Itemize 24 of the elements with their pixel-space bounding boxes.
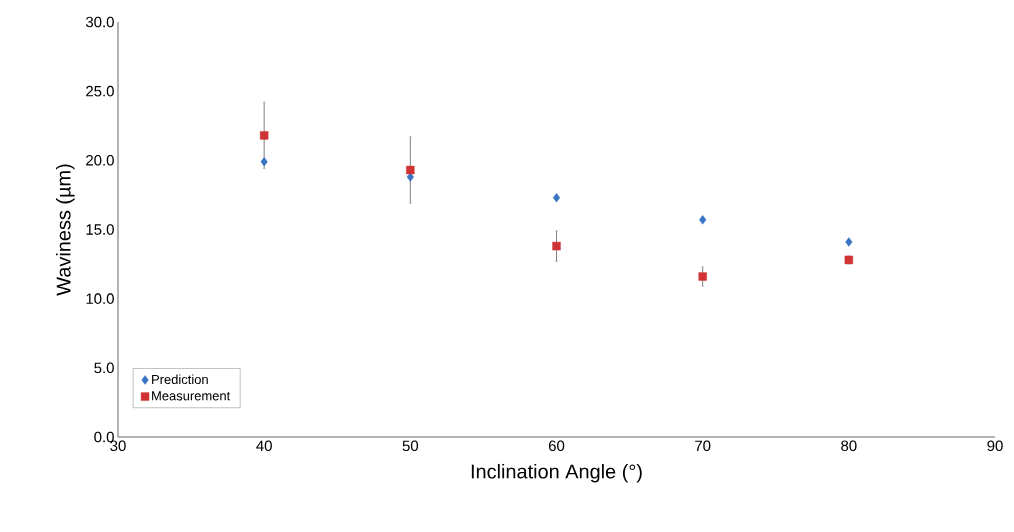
x-tick-label: 70 (695, 440, 711, 452)
y-tick-label: 20.0 (86, 155, 114, 166)
y-tick-label: 30.0 (85, 16, 114, 28)
x-tick-label: 80 (841, 440, 857, 452)
y-tick-label: 10.0 (86, 293, 114, 304)
x-tick-label: 40 (256, 440, 272, 452)
point (260, 157, 268, 167)
x-tick-label: 60 (548, 440, 565, 452)
y-tick-label: 5.0 (94, 362, 114, 374)
y-tick-label: 25.0 (86, 85, 114, 97)
point (552, 241, 561, 251)
x-axis-title: Inclination Angle (°) (471, 463, 642, 483)
legend-label: Measurement (152, 391, 231, 401)
point (259, 131, 269, 140)
point (699, 215, 707, 225)
x-tick-label: 90 (987, 440, 1003, 452)
x-tick-label: 50 (402, 440, 419, 452)
point (698, 272, 707, 281)
legend-label: Prediction (152, 374, 208, 385)
y-axis-title: Waviness (µm) (56, 164, 75, 296)
y-tick-label: 15.0 (86, 224, 114, 235)
point (406, 165, 415, 175)
point (845, 237, 853, 247)
point (552, 193, 561, 203)
